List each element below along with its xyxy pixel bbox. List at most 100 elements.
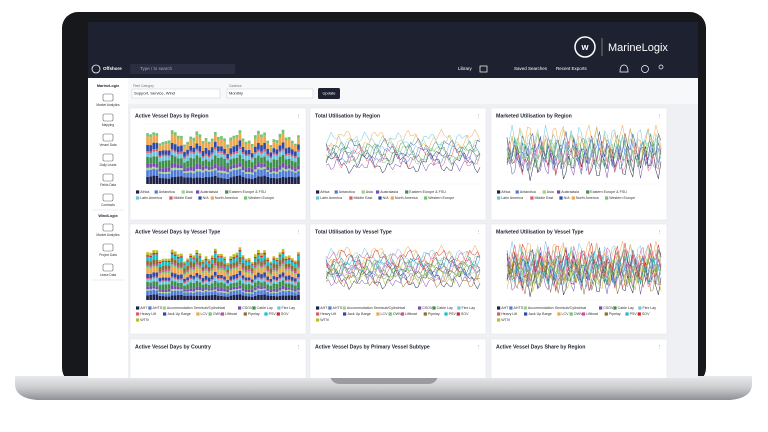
search-placeholder[interactable]: Type / to search bbox=[140, 66, 173, 71]
sidebar-item[interactable]: Project Data bbox=[99, 253, 117, 257]
user-icon[interactable] bbox=[658, 64, 664, 70]
chart-bar-segment bbox=[161, 281, 165, 285]
sidebar-icon[interactable] bbox=[102, 263, 114, 272]
chart-bar-segment bbox=[287, 168, 291, 171]
sidebar-item[interactable]: Contracts bbox=[101, 203, 115, 207]
chart-bar-segment bbox=[257, 149, 260, 152]
panel-menu[interactable]: ⋮ bbox=[296, 113, 301, 119]
panel-menu[interactable]: ⋮ bbox=[657, 229, 662, 235]
panel-menu[interactable]: ⋮ bbox=[476, 113, 481, 119]
chart-bar-segment bbox=[247, 277, 251, 281]
chart-bar-segment bbox=[170, 280, 174, 286]
cadence-value[interactable]: Monthly bbox=[229, 91, 243, 96]
chart-bar-segment bbox=[204, 147, 208, 154]
cadence-select[interactable] bbox=[226, 88, 314, 99]
chart-bar-segment bbox=[180, 279, 183, 283]
chart-line bbox=[506, 253, 662, 288]
chart-bar-segment bbox=[210, 271, 214, 276]
chart-bar-segment bbox=[269, 264, 273, 269]
legend-swatch bbox=[515, 190, 519, 194]
chart-bar-segment bbox=[207, 280, 211, 283]
bell-icon[interactable] bbox=[619, 64, 629, 73]
chart-bar-segment bbox=[275, 171, 279, 174]
nav-library[interactable]: Library bbox=[458, 66, 473, 71]
sidebar-item[interactable]: Lease Data bbox=[100, 273, 117, 277]
chart-bar-segment bbox=[294, 145, 297, 152]
chart-bar-segment bbox=[238, 247, 242, 250]
sidebar-item[interactable]: Market Analytics bbox=[96, 103, 120, 107]
chart-bar-segment bbox=[207, 266, 211, 271]
legend-swatch bbox=[456, 312, 460, 316]
sidebar-icon[interactable] bbox=[102, 93, 114, 102]
sidebar-item[interactable]: Market Analytics bbox=[96, 233, 120, 237]
chart-bar-segment bbox=[223, 276, 226, 280]
chart-bar-segment bbox=[152, 259, 156, 264]
chart-bar-segment bbox=[232, 267, 236, 270]
nav-saved[interactable]: Saved Searches bbox=[514, 66, 548, 71]
chart-bar-segment bbox=[217, 278, 220, 280]
sidebar-icon[interactable] bbox=[102, 113, 114, 122]
product-switch[interactable]: Offshore bbox=[103, 66, 122, 71]
chart-bar-segment bbox=[158, 271, 162, 273]
chart-bar-segment bbox=[250, 172, 254, 175]
help-icon[interactable] bbox=[641, 65, 649, 73]
chart-bar-segment bbox=[294, 262, 297, 264]
legend-label: Middle East bbox=[354, 196, 373, 200]
panel-menu[interactable]: ⋮ bbox=[657, 113, 662, 119]
chart-bar-segment bbox=[287, 267, 291, 269]
chart-bar-segment bbox=[201, 292, 205, 296]
sidebar-item[interactable]: Daily Leads bbox=[100, 163, 117, 167]
panel-menu[interactable]: ⋮ bbox=[296, 344, 301, 350]
chart-bar-segment bbox=[278, 266, 282, 270]
panel-menu[interactable]: ⋮ bbox=[657, 344, 662, 350]
sidebar-icon[interactable] bbox=[102, 193, 114, 202]
update-label[interactable]: Update bbox=[323, 91, 337, 96]
chart-bar-segment bbox=[192, 173, 196, 179]
panel-menu[interactable]: ⋮ bbox=[476, 344, 481, 350]
chart-bar-segment bbox=[201, 277, 205, 282]
sidebar-icon[interactable] bbox=[102, 153, 114, 162]
chart-bar-segment bbox=[161, 144, 165, 151]
chart-bar-segment bbox=[269, 158, 273, 163]
sidebar-item[interactable]: Mapping bbox=[102, 123, 114, 127]
chart-bar-segment bbox=[266, 143, 269, 149]
chart-bar-segment bbox=[158, 260, 162, 262]
search-box[interactable] bbox=[130, 64, 235, 74]
nav-exports[interactable]: Recent Exports bbox=[556, 66, 588, 71]
chart-bar-segment bbox=[260, 265, 263, 267]
chart-bar-segment bbox=[244, 261, 248, 266]
chart-bar-segment bbox=[213, 175, 217, 184]
chart-bar-segment bbox=[287, 289, 291, 291]
chart-bar-segment bbox=[263, 281, 266, 287]
legend-label: Liftboat bbox=[225, 312, 237, 316]
chart-bar-segment bbox=[260, 252, 263, 256]
panel-menu[interactable]: ⋮ bbox=[296, 229, 301, 235]
sidebar-icon[interactable] bbox=[102, 243, 114, 252]
fleet-value[interactable]: Support, Service, Wind bbox=[134, 91, 175, 96]
chart-bar-segment bbox=[158, 261, 162, 264]
chart-bar-segment bbox=[173, 289, 177, 291]
sidebar-icon[interactable] bbox=[102, 173, 114, 182]
chart-bar-segment bbox=[294, 260, 297, 263]
chart-bar-segment bbox=[235, 169, 239, 177]
chart-bar-segment bbox=[198, 282, 202, 287]
chart-bar-segment bbox=[195, 171, 199, 178]
chart-bar-segment bbox=[238, 154, 242, 163]
chart-bar-segment bbox=[232, 146, 236, 153]
sidebar-item[interactable]: Vessel Data bbox=[99, 143, 116, 147]
update-button[interactable] bbox=[318, 88, 340, 99]
panel: Active Vessel Days by Vessel Type ⋮ AHT AHT… bbox=[129, 223, 307, 335]
sidebar-icon[interactable] bbox=[102, 133, 114, 142]
chart-bar-segment bbox=[155, 135, 159, 143]
chart-bar-segment bbox=[260, 176, 263, 184]
chart-bar-segment bbox=[223, 148, 226, 154]
sidebar-item[interactable]: Fields Data bbox=[100, 183, 116, 187]
fleet-select[interactable] bbox=[131, 88, 221, 99]
chart-bar-segment bbox=[210, 288, 214, 291]
legend-label: AHT bbox=[320, 306, 328, 310]
panel-menu[interactable]: ⋮ bbox=[476, 229, 481, 235]
chart-bar-segment bbox=[186, 271, 189, 274]
chart-bar-segment bbox=[269, 162, 273, 170]
chart-bar-segment bbox=[158, 267, 162, 272]
sidebar-icon[interactable] bbox=[102, 223, 114, 232]
